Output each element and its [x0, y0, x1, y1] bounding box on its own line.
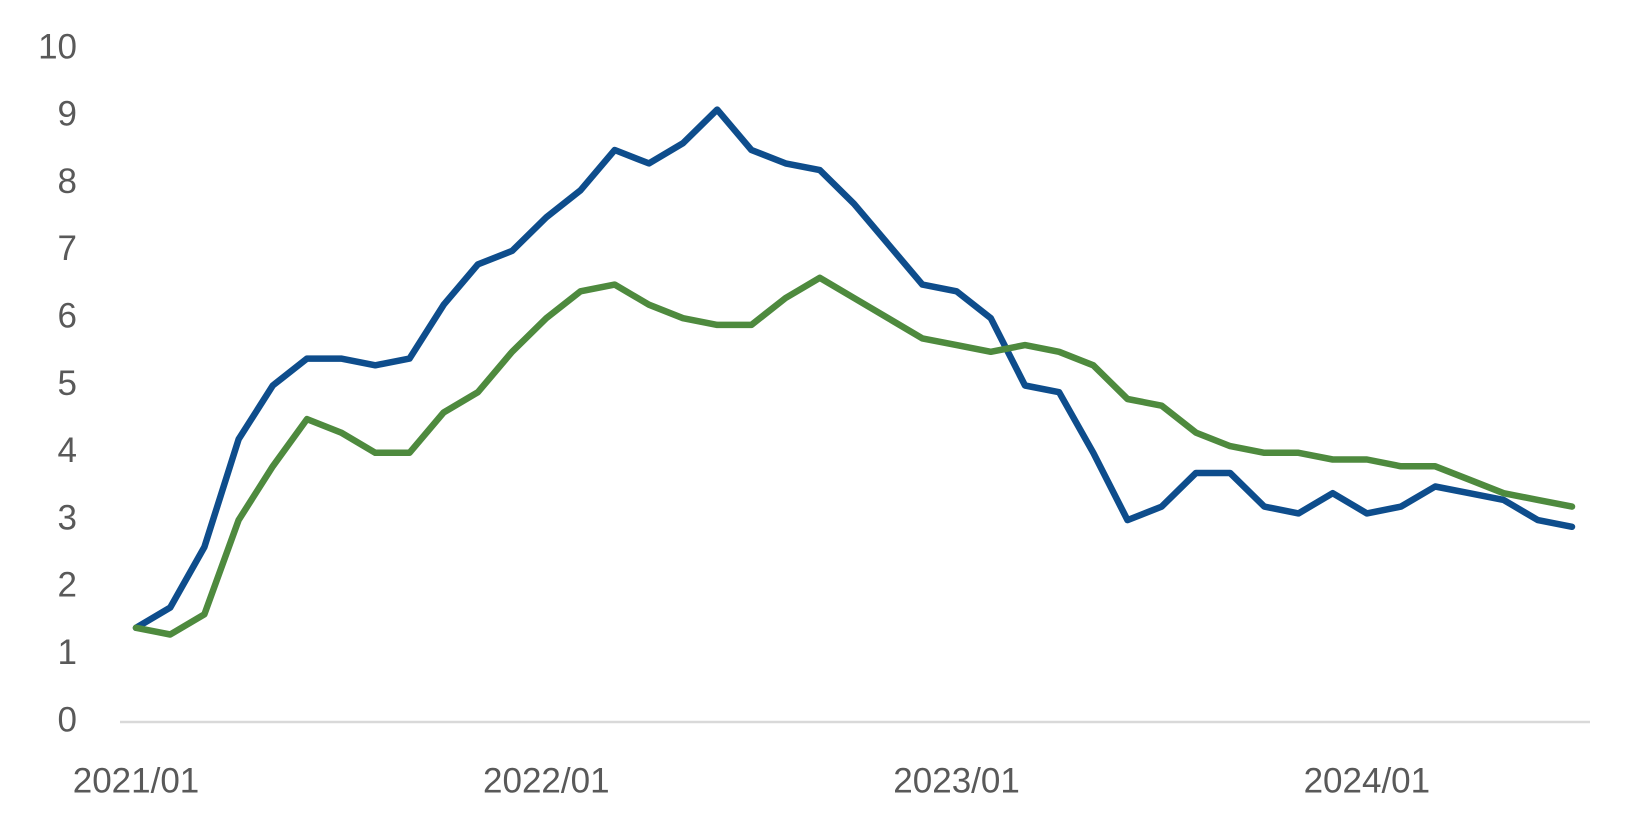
- y-tick-label: 0: [58, 700, 77, 739]
- y-tick-label: 10: [38, 27, 77, 66]
- line-series: [132, 274, 1576, 638]
- y-tick-label: 7: [58, 229, 77, 268]
- y-tick-label: 1: [58, 633, 77, 672]
- y-tick-label: 9: [58, 95, 77, 134]
- y-tick-label: 6: [58, 296, 77, 335]
- x-tick-label: 2021/01: [73, 761, 200, 800]
- y-tick-label: 3: [58, 498, 77, 537]
- x-tick-label: 2024/01: [1304, 761, 1431, 800]
- y-tick-label: 5: [58, 364, 77, 403]
- x-tick-label: 2023/01: [893, 761, 1020, 800]
- x-tick-label: 2022/01: [483, 761, 610, 800]
- y-tick-label: 8: [58, 162, 77, 201]
- line-series: [132, 106, 1576, 632]
- y-tick-label: 4: [58, 431, 77, 470]
- y-tick-label: 2: [58, 566, 77, 605]
